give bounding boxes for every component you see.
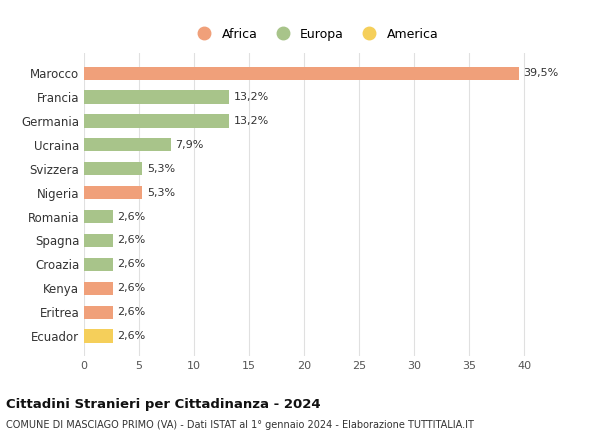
Text: 2,6%: 2,6%: [117, 259, 145, 269]
Text: 5,3%: 5,3%: [147, 187, 175, 198]
Text: 2,6%: 2,6%: [117, 212, 145, 222]
Text: 2,6%: 2,6%: [117, 283, 145, 293]
Bar: [84, 91, 229, 104]
Legend: Africa, Europa, America: Africa, Europa, America: [187, 22, 443, 46]
Bar: [84, 282, 113, 295]
Text: COMUNE DI MASCIAGO PRIMO (VA) - Dati ISTAT al 1° gennaio 2024 - Elaborazione TUT: COMUNE DI MASCIAGO PRIMO (VA) - Dati IST…: [6, 420, 474, 430]
Text: 7,9%: 7,9%: [175, 140, 203, 150]
Text: 2,6%: 2,6%: [117, 331, 145, 341]
Text: 39,5%: 39,5%: [523, 68, 558, 78]
Bar: [84, 114, 229, 128]
Bar: [84, 305, 113, 319]
Bar: [84, 210, 113, 223]
Bar: [84, 138, 171, 151]
Text: 13,2%: 13,2%: [233, 92, 269, 102]
Bar: [84, 258, 113, 271]
Text: 5,3%: 5,3%: [147, 164, 175, 174]
Text: 2,6%: 2,6%: [117, 235, 145, 246]
Bar: [84, 234, 113, 247]
Text: 13,2%: 13,2%: [233, 116, 269, 126]
Text: Cittadini Stranieri per Cittadinanza - 2024: Cittadini Stranieri per Cittadinanza - 2…: [6, 398, 320, 411]
Bar: [84, 66, 518, 80]
Text: 2,6%: 2,6%: [117, 307, 145, 317]
Bar: [84, 186, 142, 199]
Bar: [84, 330, 113, 343]
Bar: [84, 162, 142, 175]
